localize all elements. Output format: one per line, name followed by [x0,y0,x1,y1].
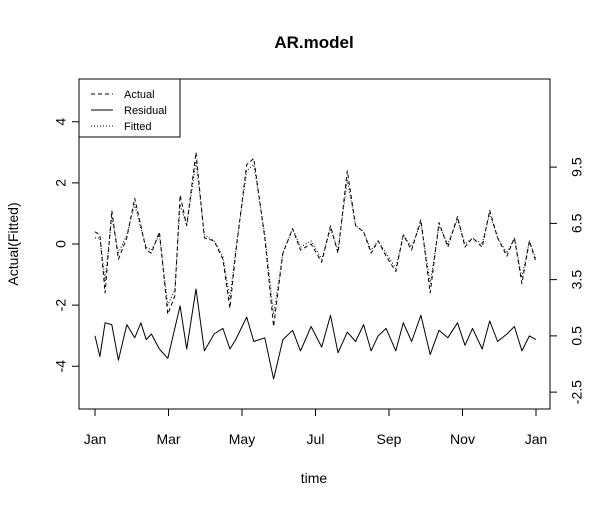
x-tick-label: Sep [377,431,402,447]
y2-tick-label: -2.5 [569,380,585,404]
y-tick-label: 4 [53,118,69,126]
x-tick-label: Nov [450,431,475,447]
left-axis: -4 -2 0 2 4 [53,118,80,373]
x-tick-label: Mar [156,431,180,447]
legend: Actual Residual Fitted [78,78,181,138]
x-tick-label: Jul [307,431,325,447]
series-layer [94,151,537,380]
legend-fitted-label: Fitted [124,121,152,133]
legend-actual-label: Actual [124,89,155,101]
legend-box [78,78,181,138]
y-tick-label: 0 [53,240,69,248]
right-axis: -2.5 0.5 3.5 6.5 9.5 [549,157,585,404]
y2-tick-label: 3.5 [569,270,585,290]
chart-title: AR.model [274,33,353,52]
y2-tick-label: 9.5 [569,157,585,177]
series-residual-line [94,288,537,380]
series-actual-line [94,151,537,327]
bottom-axis: Jan Mar May Jul Sep Nov Jan [84,408,548,447]
legend-residual-label: Residual [124,105,167,117]
y2-tick-label: 0.5 [569,326,585,346]
y-tick-label: -2 [53,299,69,312]
x-tick-label: Jan [525,431,548,447]
x-axis-label: time [301,470,328,486]
y-axis-label: Actual(Fitted) [5,202,21,285]
y-tick-label: -4 [53,360,69,373]
x-tick-label: May [229,431,255,447]
y-tick-label: 2 [53,179,69,187]
x-tick-label: Jan [84,431,107,447]
series-fitted-line [95,161,537,315]
y2-tick-label: 6.5 [569,213,585,233]
